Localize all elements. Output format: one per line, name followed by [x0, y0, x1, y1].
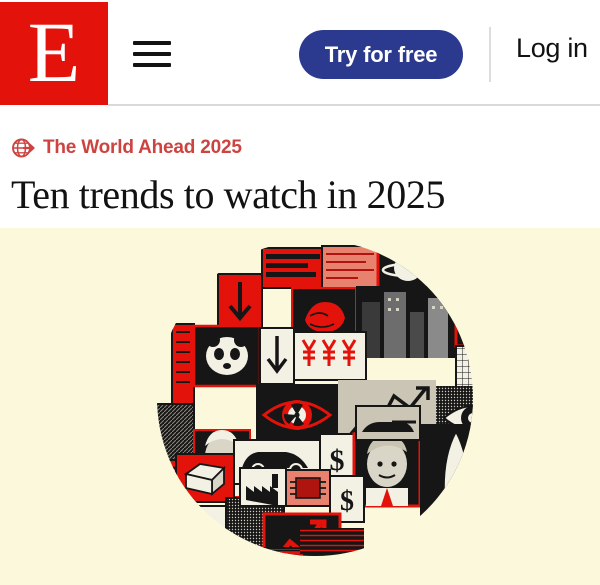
tile-black-blocks-bottom [300, 528, 364, 554]
tile-salmon-texture [321, 245, 379, 291]
hamburger-menu-icon[interactable] [133, 39, 171, 69]
svg-text:$: $ [340, 486, 354, 517]
economist-logo[interactable]: E [0, 2, 108, 105]
tile-tank [355, 405, 421, 441]
svg-text:$: $ [330, 444, 345, 477]
ten-trends-collage-svg: $ [0, 228, 600, 585]
menu-bar-3 [133, 63, 171, 67]
article-hero-illustration: $ [0, 228, 600, 585]
world-ahead-label: The World Ahead 2025 [43, 137, 242, 158]
tile-white-down-arrow [259, 327, 295, 385]
try-for-free-button[interactable]: Try for free [299, 30, 463, 79]
globe-arrow-icon [12, 138, 35, 158]
header-bottom-rule [108, 104, 600, 106]
menu-bar-2 [133, 52, 171, 56]
nav-divider [489, 27, 491, 82]
tile-red-banner [261, 247, 325, 289]
page-title: Ten trends to watch in 2025 [11, 172, 446, 217]
tile-yen-symbols [293, 331, 367, 381]
site-header: E Try for free Log in [0, 0, 600, 107]
world-ahead-section-link[interactable]: The World Ahead 2025 [11, 136, 242, 160]
tile-factory [239, 467, 287, 507]
tile-red-vertical-bar-left [171, 323, 195, 405]
log-in-link[interactable]: Log in [516, 33, 588, 63]
tile-red-down-arrow [217, 273, 263, 331]
menu-bar-1 [133, 41, 171, 45]
logo-letter-e: E [27, 3, 81, 100]
tile-box-cube [175, 453, 235, 503]
tile-microchip [285, 469, 331, 507]
tile-panda [192, 324, 262, 388]
